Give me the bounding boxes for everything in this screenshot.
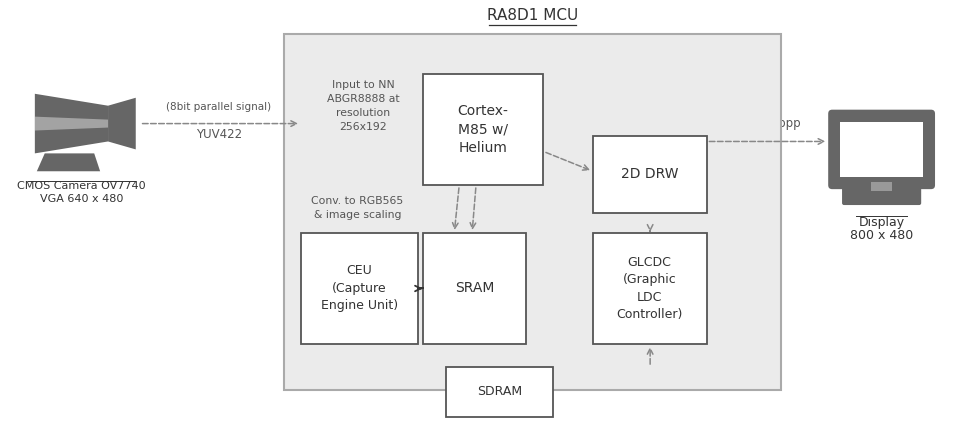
Text: CEU
(Capture
Engine Unit): CEU (Capture Engine Unit): [321, 264, 398, 313]
Bar: [593, 135, 707, 213]
Text: 800 x 480: 800 x 480: [850, 229, 914, 242]
Text: Cortex-
M85 w/
Helium: Cortex- M85 w/ Helium: [457, 104, 508, 156]
Bar: [593, 233, 707, 344]
Text: GLCDC
(Graphic
LDC
Controller): GLCDC (Graphic LDC Controller): [616, 256, 682, 321]
Text: RA8D1 MCU: RA8D1 MCU: [487, 8, 578, 23]
Polygon shape: [35, 117, 108, 131]
Text: SDRAM: SDRAM: [477, 385, 523, 398]
Text: (8bit parallel signal): (8bit parallel signal): [167, 102, 271, 112]
Bar: [422, 74, 543, 185]
Polygon shape: [35, 94, 108, 154]
Polygon shape: [108, 98, 136, 149]
Text: Conv. to RGB565
& image scaling: Conv. to RGB565 & image scaling: [311, 196, 404, 220]
Text: CMOS Camera OV7740: CMOS Camera OV7740: [17, 181, 145, 191]
Bar: [447, 367, 553, 417]
Polygon shape: [37, 154, 100, 171]
Bar: [284, 34, 781, 390]
Text: RGB 24bpp: RGB 24bpp: [733, 117, 800, 129]
Text: YUV422: YUV422: [196, 128, 242, 140]
Text: VGA 640 x 480: VGA 640 x 480: [40, 194, 123, 204]
Text: Display: Display: [859, 216, 905, 229]
Text: 2D DRW: 2D DRW: [621, 167, 679, 181]
FancyBboxPatch shape: [842, 181, 921, 205]
Bar: [422, 233, 526, 344]
Text: Input to NN
ABGR8888 at
resolution
256x192: Input to NN ABGR8888 at resolution 256x1…: [327, 80, 400, 132]
Bar: [840, 121, 923, 177]
Bar: [871, 182, 892, 191]
Bar: [301, 233, 417, 344]
FancyBboxPatch shape: [828, 110, 935, 189]
Text: SRAM: SRAM: [455, 281, 494, 296]
